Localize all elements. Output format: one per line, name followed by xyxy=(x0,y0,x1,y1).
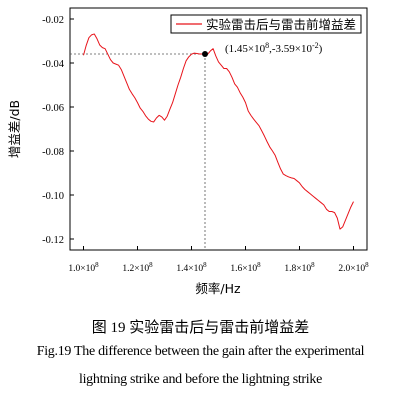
y-tick-label-5: -0.12 xyxy=(42,235,64,246)
caption-english-line1: Fig.19 The difference between the gain a… xyxy=(36,344,365,359)
x-tick-label-0: 1.0×108 xyxy=(68,261,99,274)
x-tick-label-3: 1.6×108 xyxy=(230,261,261,274)
legend-label: 实验雷击后与雷击前增益差 xyxy=(206,17,356,32)
x-tick-label-4: 1.8×108 xyxy=(284,261,315,274)
y-tick-label-0: -0.02 xyxy=(42,15,64,26)
legend: 实验雷击后与雷击前增益差 xyxy=(170,14,362,34)
y-tick-label-1: -0.04 xyxy=(42,59,65,70)
legend-box xyxy=(170,14,362,34)
series-line-0 xyxy=(83,33,354,230)
guide-lines xyxy=(70,53,206,250)
x-tick-label-5: 2.0×108 xyxy=(338,261,369,274)
series-lines xyxy=(83,33,354,230)
x-tick-label-1: 1.2×108 xyxy=(122,261,153,274)
plot-frame xyxy=(69,7,368,251)
y-tick-label-4: -0.10 xyxy=(42,191,64,202)
annotation-marker xyxy=(202,50,208,57)
y-tick-label-2: -0.06 xyxy=(42,103,64,114)
x-tick-label-2: 1.4×108 xyxy=(176,261,207,274)
caption-english-line2: lightning strike and before the lightnin… xyxy=(79,372,322,387)
y-axis-title: 增益差/dB xyxy=(7,100,22,158)
annotation: (1.45×108,-3.59×10-2) xyxy=(202,41,323,57)
y-tick-label-3: -0.08 xyxy=(42,147,64,158)
axis-ticks: 1.0×108 1.2×108 1.4×108 1.6×108 1.8×108 2.0×1… xyxy=(42,15,369,274)
x-axis-title: 频率/Hz xyxy=(195,281,241,296)
caption-chinese: 图 19 实验雷击后与雷击前增益差 xyxy=(91,320,310,336)
annotation-label: (1.45×108,-3.59×10-2) xyxy=(225,41,323,55)
